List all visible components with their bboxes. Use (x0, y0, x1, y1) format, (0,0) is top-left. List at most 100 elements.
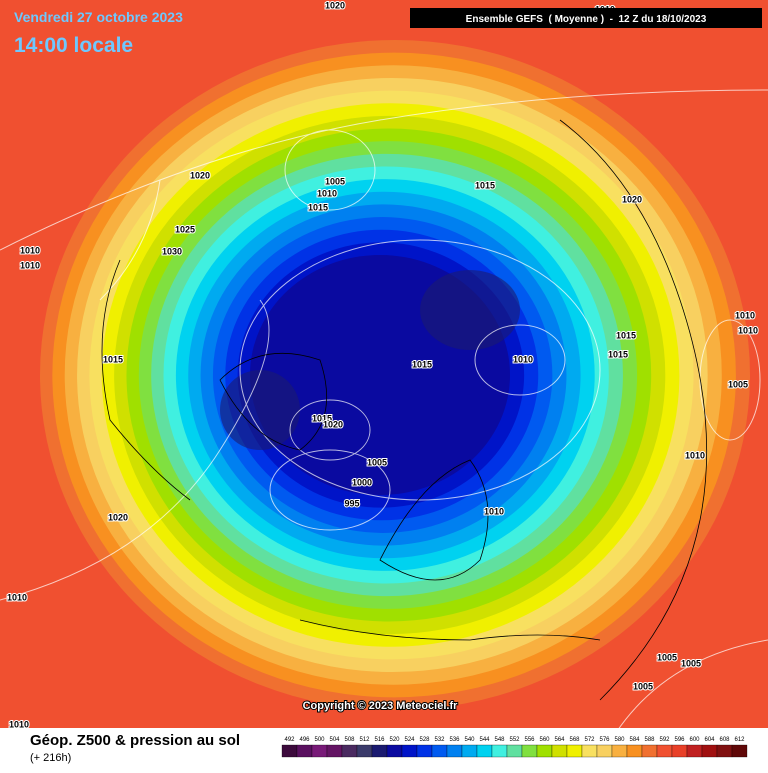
isobars (0, 89, 768, 761)
legend-label: 552 (509, 737, 520, 743)
legend-label: 544 (479, 737, 490, 743)
legend: 492 496 500 504 508 512 516 520 524 528 532 536 540 5… (281, 737, 748, 758)
legend-swatch (461, 744, 478, 758)
legend-label: 576 (599, 737, 610, 743)
legend-swatch (521, 744, 538, 758)
legend-swatch (686, 744, 703, 758)
legend-swatch (566, 744, 583, 758)
legend-swatch (506, 744, 523, 758)
pressure-label: 1010 (484, 506, 504, 516)
pressure-label: 1010 (513, 354, 533, 364)
legend-swatch (731, 744, 748, 758)
pressure-label: 1010 (685, 450, 705, 460)
pressure-label: 1010 (317, 188, 337, 198)
legend-label: 580 (614, 737, 625, 743)
pressure-label: 1015 (412, 359, 432, 369)
legend-label: 612 (734, 737, 745, 743)
legend-swatch (416, 744, 433, 758)
legend-swatch (356, 744, 373, 758)
legend-swatch (281, 744, 298, 758)
legend-label: 592 (659, 737, 670, 743)
legend-swatch (476, 744, 493, 758)
pressure-label: 1005 (367, 457, 387, 467)
legend-swatch (701, 744, 718, 758)
legend-label: 520 (389, 737, 400, 743)
pressure-label: 1020 (325, 0, 345, 10)
legend-swatch (296, 744, 313, 758)
pressure-label: 1020 (622, 194, 642, 204)
footer-subtitle: (+ 216h) (30, 752, 71, 764)
pressure-label: 1005 (633, 681, 653, 691)
legend-label: 496 (299, 737, 310, 743)
pressure-label: 1015 (475, 180, 495, 190)
pressure-label: 1005 (728, 379, 748, 389)
legend-label: 492 (284, 737, 295, 743)
pressure-label: 1020 (323, 419, 343, 429)
legend-swatch (671, 744, 688, 758)
legend-label: 560 (539, 737, 550, 743)
low-core (220, 370, 300, 450)
legend-label: 604 (704, 737, 715, 743)
legend-label: 516 (374, 737, 385, 743)
pressure-label: 1025 (175, 224, 195, 234)
legend-label: 608 (719, 737, 730, 743)
z500-field (0, 0, 768, 728)
legend-swatch (491, 744, 508, 758)
pressure-label: 1020 (190, 170, 210, 180)
legend-swatch (626, 744, 643, 758)
footer-title: Géop. Z500 & pression au sol (30, 732, 240, 749)
pressure-label: 1020 (108, 512, 128, 522)
legend-label: 596 (674, 737, 685, 743)
legend-swatch (311, 744, 328, 758)
legend-swatch (596, 744, 613, 758)
time: 14:00 locale (14, 34, 133, 57)
copyright: Copyright © 2023 Meteociel.fr (303, 700, 459, 712)
legend-label: 600 (689, 737, 700, 743)
legend-label: 500 (314, 737, 325, 743)
legend-swatch (386, 744, 403, 758)
run-info: Ensemble GEFS ( Moyenne ) - 12 Z du 18/1… (466, 14, 707, 25)
legend-label: 548 (494, 737, 505, 743)
legend-swatch (371, 744, 388, 758)
legend-swatch (641, 744, 658, 758)
legend-swatch (581, 744, 598, 758)
pressure-label: 1015 (616, 330, 636, 340)
pressure-label: 1010 (20, 260, 40, 270)
pressure-label: 1015 (608, 349, 628, 359)
legend-label: 532 (434, 737, 445, 743)
legend-label: 508 (344, 737, 355, 743)
legend-swatch (656, 744, 673, 758)
pressure-label: 1005 (325, 176, 345, 186)
legend-swatch (446, 744, 463, 758)
legend-label: 588 (644, 737, 655, 743)
pressure-label: 995 (344, 498, 359, 508)
legend-label: 540 (464, 737, 475, 743)
legend-swatch (536, 744, 553, 758)
legend-swatch (401, 744, 418, 758)
pressure-label: 1010 (735, 310, 755, 320)
pressure-label: 1000 (352, 477, 372, 487)
legend-label: 536 (449, 737, 460, 743)
pressure-label: 1010 (9, 719, 29, 729)
legend-swatch (551, 744, 568, 758)
run-banner (410, 8, 762, 28)
pressure-label: 1005 (657, 652, 677, 662)
legend-swatch (326, 744, 343, 758)
pressure-label: 1005 (681, 658, 701, 668)
pressure-label: 1015 (312, 413, 332, 423)
pressure-label: 1030 (162, 246, 182, 256)
legend-label: 584 (629, 737, 640, 743)
pressure-labels: 1020101010201005101010151015102010251030… (6, 0, 759, 730)
legend-swatch (341, 744, 358, 758)
pressure-label: 1015 (103, 354, 123, 364)
legend-label: 568 (569, 737, 580, 743)
date: Vendredi 27 octobre 2023 (14, 9, 183, 25)
pressure-label: 1010 (738, 325, 758, 335)
legend-swatch (611, 744, 628, 758)
legend-label: 512 (359, 737, 370, 743)
pressure-label: 1010 (7, 592, 27, 602)
low-core (420, 270, 520, 350)
legend-label: 504 (329, 737, 340, 743)
